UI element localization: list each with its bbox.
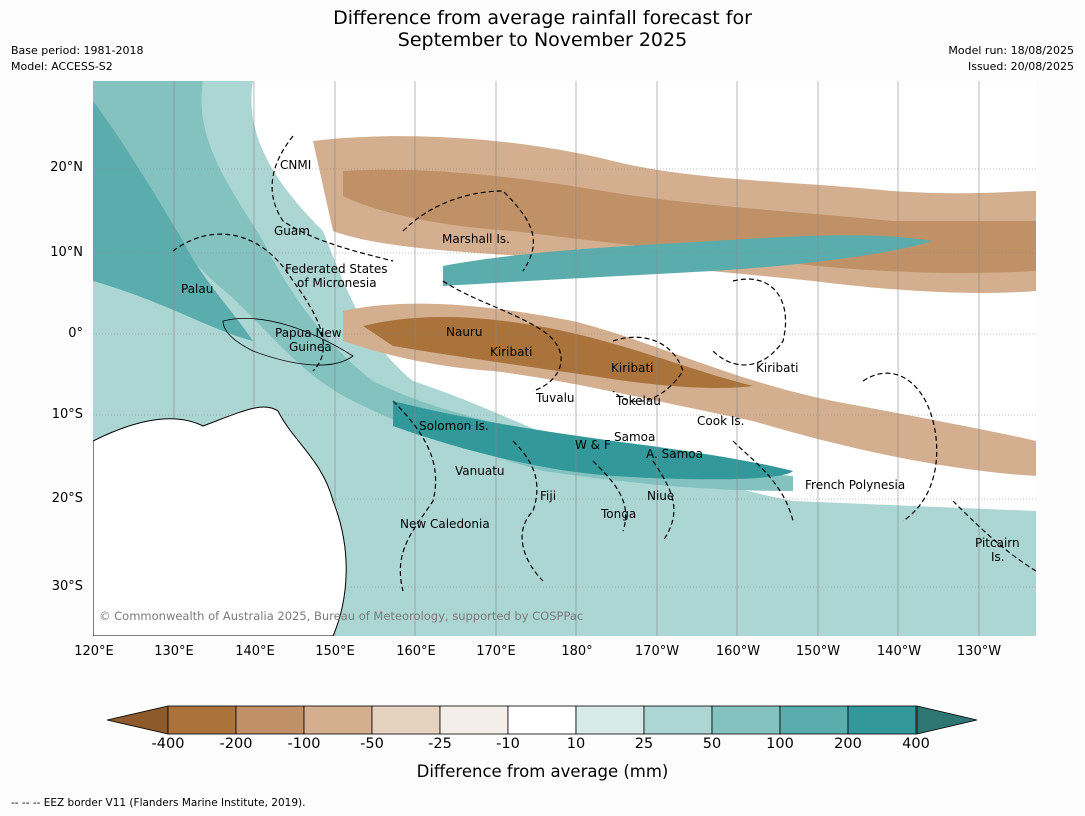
eez-footnote: -- -- -- EEZ border V11 (Flanders Marine… <box>11 797 306 809</box>
colorbar-cell <box>575 705 645 735</box>
cb-tick-7: 25 <box>634 736 654 752</box>
place-kiribati-west: Kiribati <box>490 345 533 359</box>
colorbar-cell <box>779 705 849 735</box>
rainfall-map <box>93 81 1036 636</box>
cb-tick-8: 50 <box>702 736 722 752</box>
wet-west-deep <box>93 101 253 341</box>
colorbar-cell <box>643 705 713 735</box>
lon-label-170e: 170°E <box>476 644 516 659</box>
cb-tick-0: -400 <box>151 736 185 752</box>
colorbar-cell <box>235 705 305 735</box>
place-pitcairn-2: Is. <box>991 550 1005 564</box>
colorbar-high-arrow <box>916 705 978 735</box>
lat-label-10n: 10°N <box>50 245 83 260</box>
dry-central-core <box>363 316 753 388</box>
australia-coast <box>93 406 347 636</box>
cb-tick-1: -200 <box>219 736 253 752</box>
meta-left: Base period: 1981-2018 Model: ACCESS-S2 <box>11 43 143 75</box>
colorbar-low-arrow <box>107 705 169 735</box>
place-cnmi: CNMI <box>280 158 312 172</box>
place-fsm-1: Federated States <box>285 262 388 276</box>
lon-label-140e: 140°E <box>235 644 275 659</box>
meta-right: Model run: 18/08/2025 Issued: 20/08/2025 <box>948 43 1074 75</box>
colorbar <box>107 705 978 735</box>
lon-label-130e: 130°E <box>154 644 194 659</box>
colorbar-cell <box>371 705 441 735</box>
lat-label-20n: 20°N <box>50 160 83 175</box>
place-vanuatu: Vanuatu <box>455 464 505 478</box>
lon-label-160e: 160°E <box>396 644 436 659</box>
lon-label-150e: 150°E <box>315 644 355 659</box>
colorbar-cell <box>167 705 237 735</box>
place-fiji: Fiji <box>540 489 557 503</box>
place-tuvalu: Tuvalu <box>536 391 575 405</box>
cb-tick-3: -50 <box>360 736 384 752</box>
lon-label-120e: 120°E <box>74 644 114 659</box>
place-palau: Palau <box>181 282 214 296</box>
cb-tick-9: 100 <box>766 736 794 752</box>
place-tonga: Tonga <box>601 507 637 521</box>
place-marshall: Marshall Is. <box>442 232 510 246</box>
wet-south-band <box>393 401 793 480</box>
title-line-1: Difference from average rainfall forecas… <box>333 7 752 29</box>
eez-borders <box>172 135 1036 592</box>
lon-label-130w: 130°W <box>956 644 1002 659</box>
cb-tick-6: 10 <box>566 736 586 752</box>
place-wallis-futuna: W & F <box>575 438 611 452</box>
lon-label-150w: 150°W <box>795 644 841 659</box>
lat-label-30s: 30°S <box>51 579 83 594</box>
place-new-caledonia: New Caledonia <box>400 517 490 531</box>
place-solomon: Solomon Is. <box>419 419 489 433</box>
place-png-1: Papua New <box>275 326 342 340</box>
colorbar-cell <box>847 705 917 735</box>
place-kiribati-central: Kiribati <box>611 361 654 375</box>
wet-itcz-band <box>443 235 933 286</box>
lon-label-180: 180° <box>561 644 593 659</box>
colorbar-cell <box>711 705 781 735</box>
colorbar-cell <box>303 705 373 735</box>
cb-tick-10: 200 <box>834 736 862 752</box>
lat-label-0: 0° <box>68 326 83 341</box>
place-nauru: Nauru <box>446 325 483 339</box>
place-kiribati-east: Kiribati <box>756 361 799 375</box>
model-run: Model run: 18/08/2025 <box>948 44 1074 57</box>
colorbar-cell <box>507 705 577 735</box>
colorbar-label: Difference from average (mm) <box>416 762 669 781</box>
model-name: Model: ACCESS-S2 <box>11 60 113 73</box>
place-png-2: Guinea <box>289 340 332 354</box>
lon-label-140w: 140°W <box>876 644 922 659</box>
place-niue: Niue <box>647 489 675 503</box>
place-cook: Cook Is. <box>697 414 745 428</box>
wet-west-core <box>93 81 793 491</box>
cb-tick-11: 400 <box>902 736 930 752</box>
copyright-notice: © Commonwealth of Australia 2025, Bureau… <box>99 609 584 623</box>
new-guinea-coast <box>222 317 354 366</box>
base-period: Base period: 1981-2018 <box>11 44 144 57</box>
issued-date: Issued: 20/08/2025 <box>967 60 1074 73</box>
lat-label-10s: 10°S <box>51 407 83 422</box>
place-samoa: Samoa <box>614 430 656 444</box>
colorbar-cell <box>439 705 509 735</box>
cb-tick-5: -10 <box>496 736 520 752</box>
cb-tick-2: -100 <box>287 736 321 752</box>
place-american-samoa: A. Samoa <box>646 447 703 461</box>
map-title: Difference from average rainfall forecas… <box>0 7 1085 51</box>
place-fsm-2: of Micronesia <box>297 276 377 290</box>
place-pitcairn-1: Pitcairn <box>975 536 1020 550</box>
cb-tick-4: -25 <box>428 736 452 752</box>
lat-label-20s: 20°S <box>51 491 83 506</box>
place-french-polynesia: French Polynesia <box>805 478 906 492</box>
place-guam: Guam <box>274 224 310 238</box>
place-tokelau: Tokelau <box>616 394 661 408</box>
lon-label-170w: 170°W <box>634 644 680 659</box>
title-line-2: September to November 2025 <box>397 29 688 51</box>
lon-label-160w: 160°W <box>715 644 761 659</box>
